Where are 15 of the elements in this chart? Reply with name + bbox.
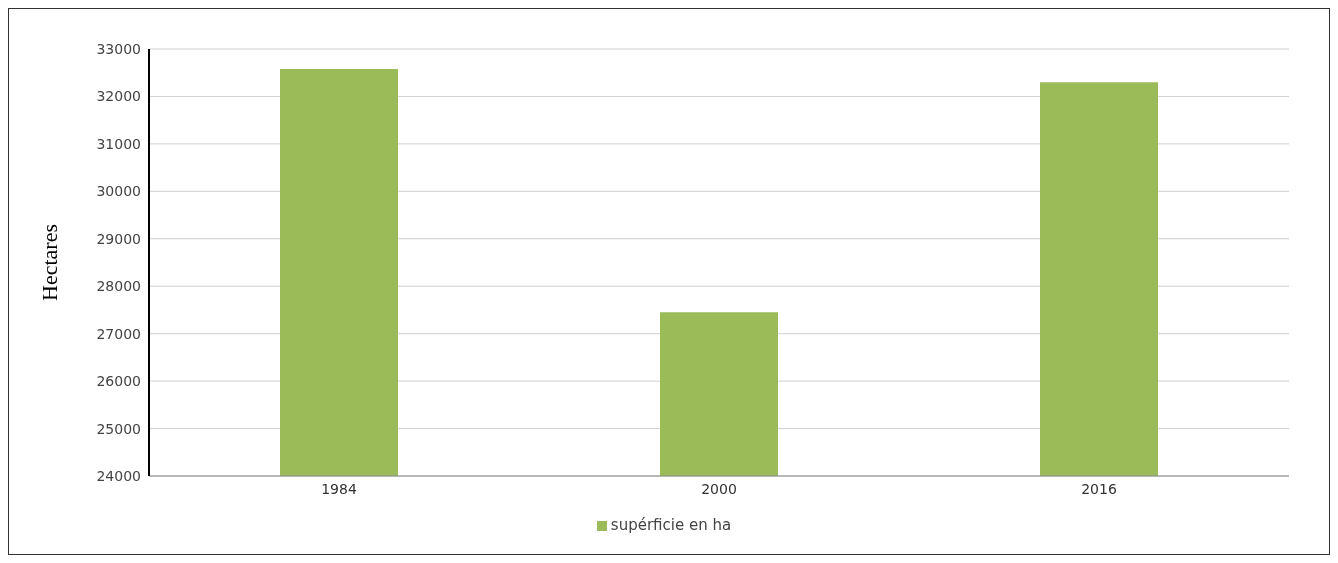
y-tick-label: 27000 [96, 325, 141, 342]
x-tick-label: 1984 [321, 480, 357, 497]
y-tick-label: 30000 [96, 183, 141, 200]
legend-label: supérficie en ha [610, 516, 732, 534]
y-tick-label: 32000 [96, 88, 141, 105]
y-tick-label: 28000 [96, 278, 141, 295]
y-tick-label: 25000 [96, 420, 141, 437]
x-tick-label: 2000 [701, 480, 737, 497]
x-tick-label: 2016 [1081, 480, 1117, 497]
y-tick-label: 24000 [96, 467, 141, 484]
y-tick-label: 29000 [96, 230, 141, 247]
y-tick-label: 26000 [96, 373, 141, 390]
y-axis-title: Hectares [36, 224, 62, 301]
y-tick-label: 31000 [96, 135, 141, 152]
y-tick-label: 33000 [96, 40, 141, 57]
